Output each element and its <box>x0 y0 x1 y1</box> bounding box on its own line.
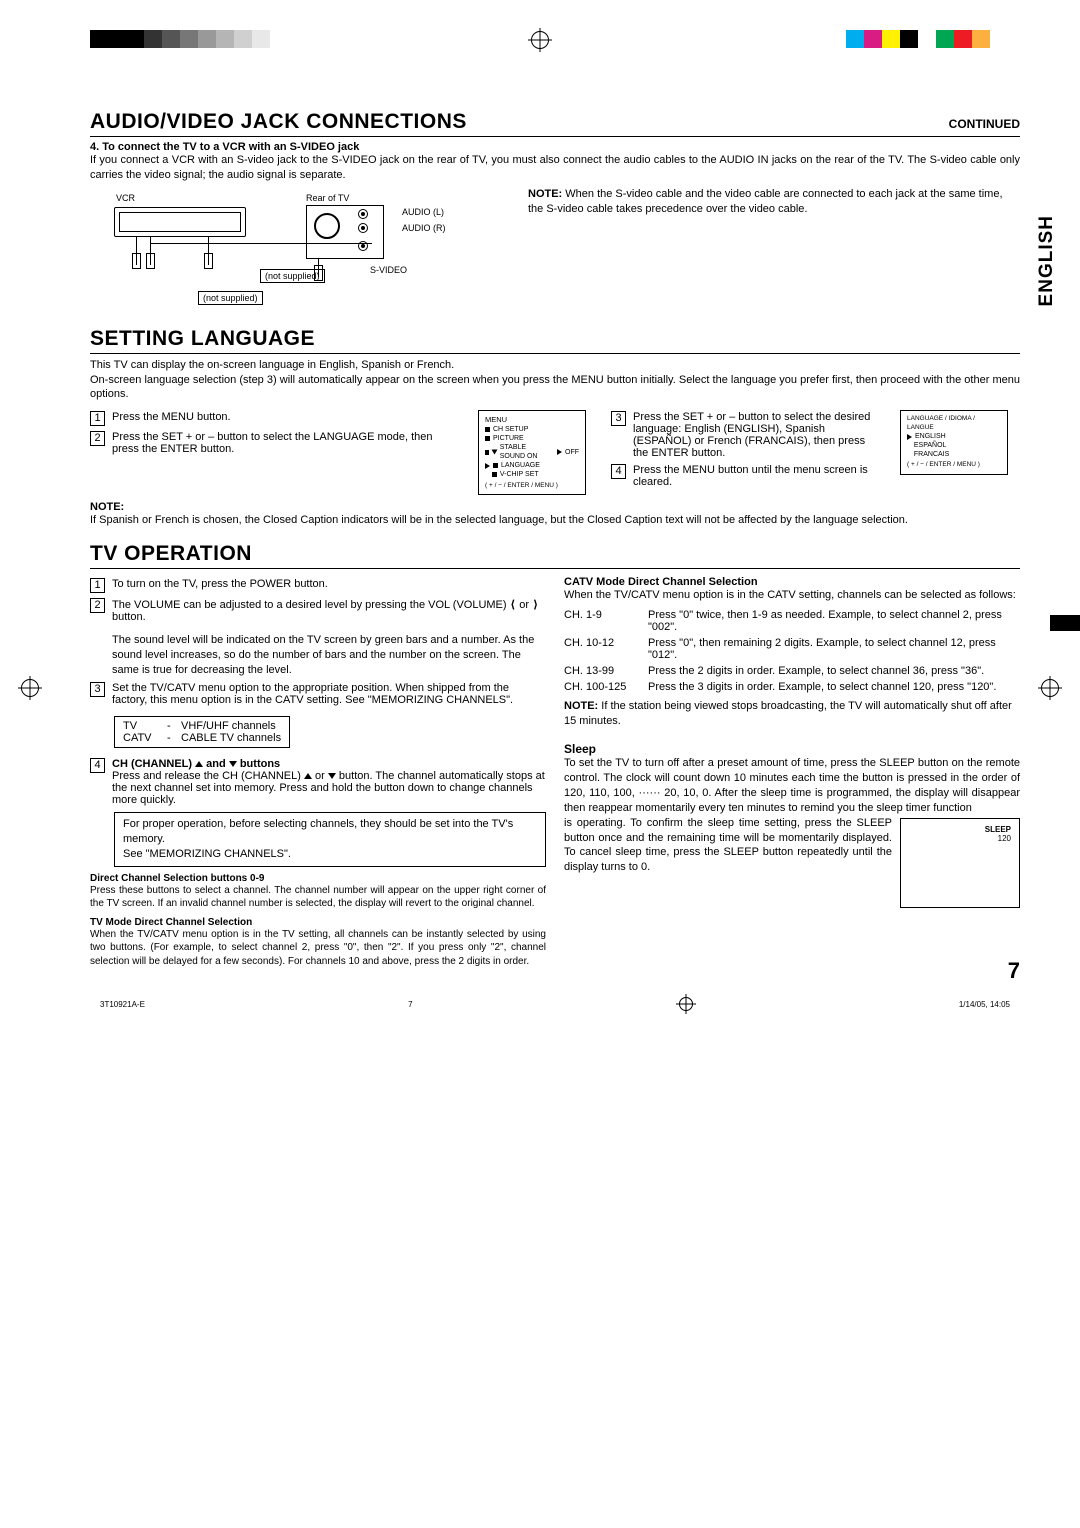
av-body: If you connect a VCR with an S-video jac… <box>90 153 1020 183</box>
sleep-heading: Sleep <box>564 742 1020 756</box>
tvcatv-table: TV-VHF/UHF channels CATV-CABLE TV channe… <box>114 716 290 748</box>
tvmode-body: When the TV/CATV menu option is in the T… <box>90 928 546 969</box>
av-note: NOTE: When the S-video cable and the vid… <box>528 187 1020 217</box>
lang-step2: Press the SET + or – button to select th… <box>112 431 460 455</box>
dcs-body: Press these buttons to select a channel.… <box>90 884 546 911</box>
page-footer: 3T10921A-E 7 1/14/05, 14:05 <box>90 994 1020 1014</box>
tv-step3: Set the TV/CATV menu option to the appro… <box>112 682 546 706</box>
page-number: 7 <box>1008 958 1020 984</box>
channels-memory-note: For proper operation, before selecting c… <box>114 812 546 867</box>
sleep-osd-box: SLEEP 120 <box>900 818 1020 908</box>
catv-intro: When the TV/CATV menu option is in the C… <box>564 588 1020 603</box>
tv-step4: CH (CHANNEL) and buttons Press and relea… <box>112 758 546 806</box>
lang-note-b: If Spanish or French is chosen, the Clos… <box>90 513 1020 528</box>
broadcast-note: NOTE: If the station being viewed stops … <box>564 699 1020 729</box>
lang-step1: Press the MENU button. <box>112 411 460 426</box>
title-av: AUDIO/VIDEO JACK CONNECTIONS <box>90 110 467 134</box>
osd-menu-1: MENU CH SETUP PICTURE STABLE SOUND ON OF… <box>478 410 586 495</box>
av-sub4: 4. To connect the TV to a VCR with an S-… <box>90 141 1020 153</box>
lang-step4: Press the MENU button until the menu scr… <box>633 464 882 488</box>
catv-channel-table: CH. 1-9Press "0" twice, then 1-9 as need… <box>564 609 1020 693</box>
dcs-heading: Direct Channel Selection buttons 0-9 <box>90 873 546 884</box>
catv-heading: CATV Mode Direct Channel Selection <box>564 576 1020 588</box>
section-av-connections: AUDIO/VIDEO JACK CONNECTIONS CONTINUED <box>90 110 1020 137</box>
vcr-diagram: VCR Rear of TV AUDIO (L) AUDIO (R) S-VID… <box>90 193 470 313</box>
lang-intro1: This TV can display the on-screen langua… <box>90 358 1020 373</box>
lang-intro2: On-screen language selection (step 3) wi… <box>90 373 1020 403</box>
continued-label: CONTINUED <box>949 117 1020 131</box>
lang-note-h: NOTE: <box>90 501 1020 513</box>
tv-step1: To turn on the TV, press the POWER butto… <box>112 578 546 593</box>
tvmode-heading: TV Mode Direct Channel Selection <box>90 917 546 928</box>
lang-step3: Press the SET + or – button to select th… <box>633 411 882 459</box>
osd-menu-2: LANGUAGE / IDIOMA / LANGUE ENGLISH ESPAÑ… <box>900 410 1008 475</box>
section-tv-operation: TV OPERATION <box>90 542 1020 569</box>
sleep-body1: To set the TV to turn off after a preset… <box>564 756 1020 815</box>
section-setting-language: SETTING LANGUAGE <box>90 327 1020 354</box>
tv-step2: The VOLUME can be adjusted to a desired … <box>112 598 546 678</box>
